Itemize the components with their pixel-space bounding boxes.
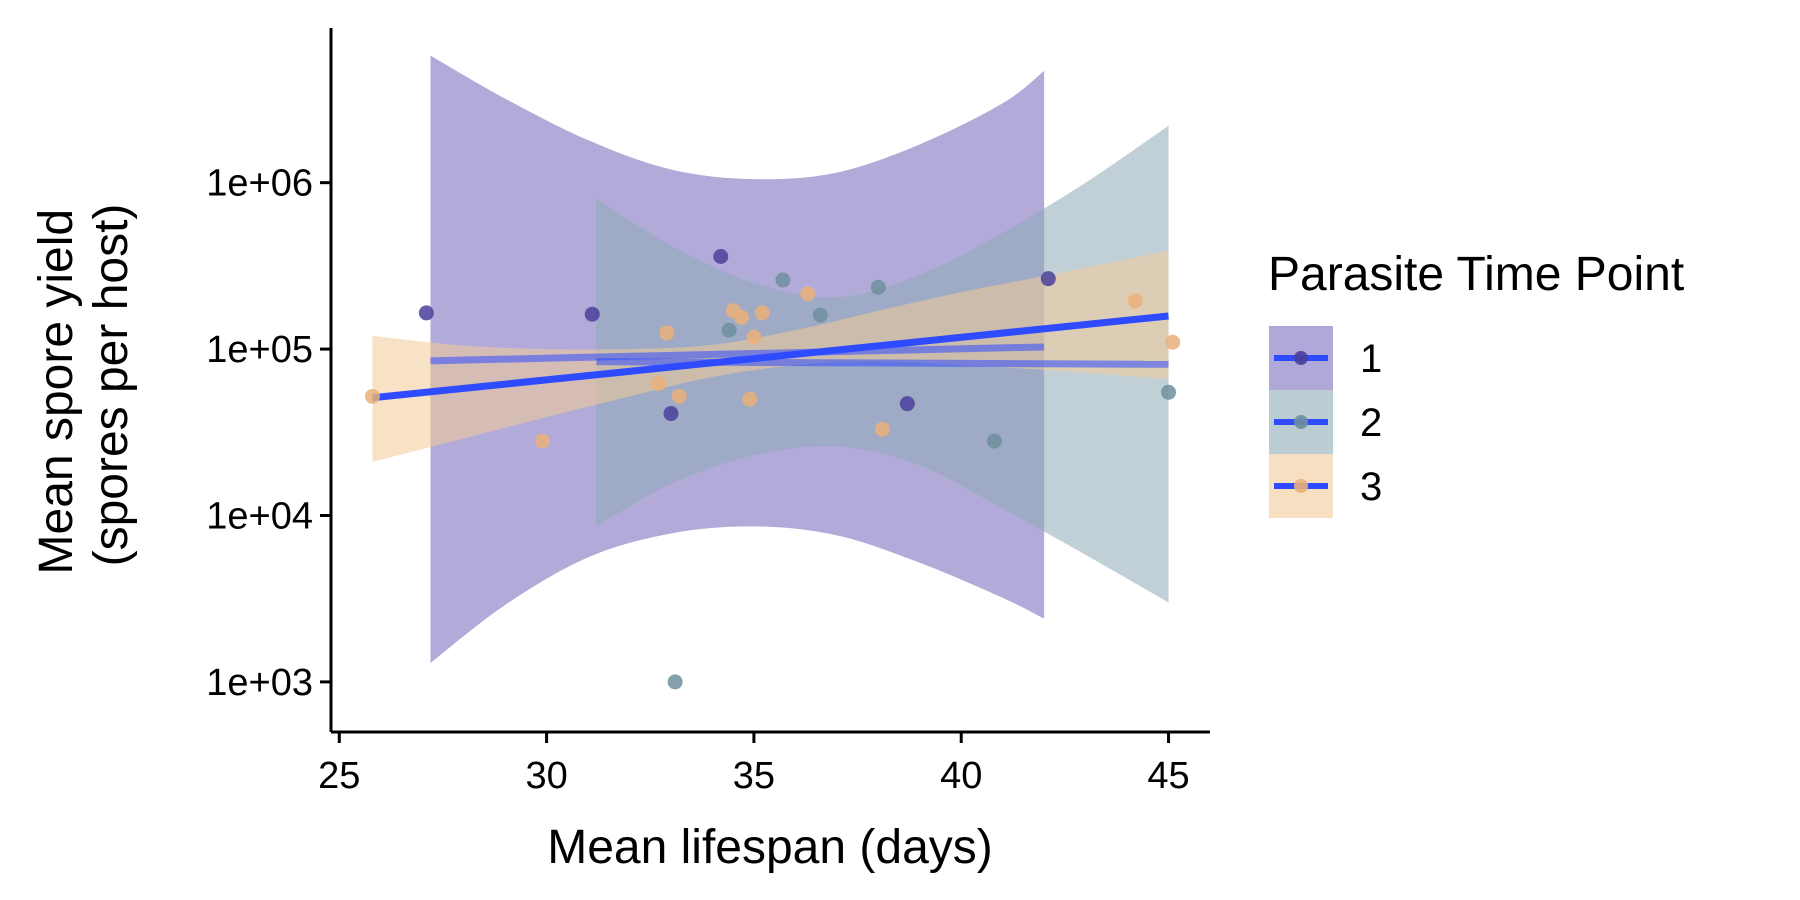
data-point-series-3-4 <box>671 388 687 404</box>
data-point-series-2-6 <box>1161 384 1177 400</box>
y-axis-title: Mean spore yield (spores per host) <box>30 196 138 575</box>
legend-key-point-3 <box>1294 479 1308 493</box>
y-tick-label-0: 1e+03 <box>206 662 313 704</box>
data-point-series-3-10 <box>800 286 816 302</box>
data-point-series-1-1 <box>584 306 600 322</box>
data-point-series-3-0 <box>364 388 380 404</box>
x-tick-label-4: 45 <box>1147 755 1189 797</box>
y-ticks: 1e+03 1e+04 1e+05 1e+06 <box>206 163 331 704</box>
legend-title: Parasite Time Point <box>1268 248 1684 301</box>
data-point-series-2-1 <box>721 322 737 338</box>
legend: Parasite Time Point 1 2 3 <box>1268 248 1684 518</box>
data-point-series-3-1 <box>534 433 550 449</box>
x-tick-label-1: 30 <box>525 755 567 797</box>
y-tick-label-1: 1e+04 <box>206 495 313 537</box>
data-point-series-2-5 <box>986 433 1002 449</box>
data-point-series-1-5 <box>1040 271 1056 287</box>
data-point-series-3-13 <box>1165 334 1181 350</box>
data-point-series-3-12 <box>1127 293 1143 309</box>
data-point-series-3-11 <box>874 421 890 437</box>
data-point-series-3-8 <box>746 329 762 345</box>
legend-keys: 1 2 3 <box>1269 326 1382 518</box>
x-tick-label-0: 25 <box>318 755 360 797</box>
fit-line-series-3 <box>372 312 1169 402</box>
x-tick-label-3: 40 <box>940 755 982 797</box>
axes <box>329 28 1210 734</box>
x-axis-title: Mean lifespan (days) <box>547 821 993 874</box>
legend-label-1: 1 <box>1360 337 1382 381</box>
y-axis-title-line-1: Mean spore yield <box>30 209 83 575</box>
data-point-series-2-0 <box>667 674 683 690</box>
legend-label-3: 3 <box>1360 465 1382 509</box>
legend-label-2: 2 <box>1360 401 1382 445</box>
y-tick-label-2: 1e+05 <box>206 329 313 371</box>
data-point-series-2-3 <box>812 307 828 323</box>
data-point-series-1-3 <box>899 396 915 412</box>
x-tick-label-2: 35 <box>733 755 775 797</box>
data-point-series-3-9 <box>754 305 770 321</box>
data-point-series-3-6 <box>733 309 749 325</box>
data-point-series-1-4 <box>713 249 729 265</box>
data-point-series-3-3 <box>659 325 675 341</box>
legend-key-point-1 <box>1294 351 1308 365</box>
legend-key-point-2 <box>1294 415 1308 429</box>
data-point-series-3-2 <box>651 376 667 392</box>
fit-line-series-1 <box>430 343 1045 365</box>
data-point-series-2-4 <box>870 279 886 295</box>
fit-lines <box>372 312 1169 402</box>
data-point-series-1-2 <box>663 406 679 422</box>
data-point-series-1-0 <box>418 305 434 321</box>
data-point-series-3-7 <box>742 391 758 407</box>
data-point-series-2-2 <box>775 272 791 288</box>
x-ticks: 25 30 35 40 45 <box>318 732 1190 797</box>
y-axis-title-line-2: (spores per host) <box>85 204 138 567</box>
data-points <box>364 249 1181 690</box>
y-tick-label-3: 1e+06 <box>206 163 313 205</box>
